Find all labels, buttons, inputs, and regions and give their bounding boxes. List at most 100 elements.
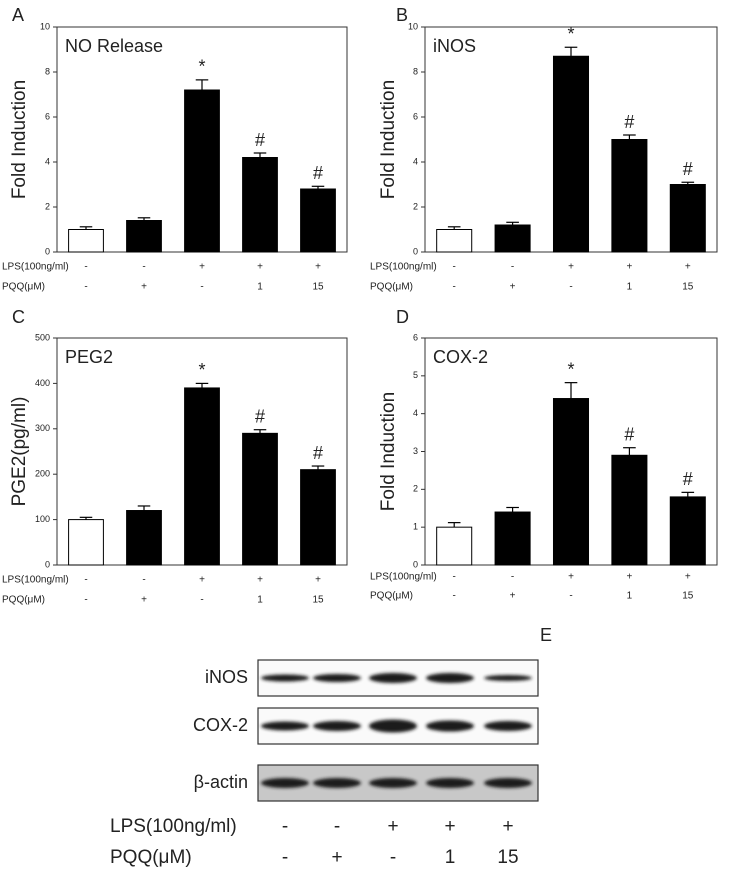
condition-value: 1 [257,282,263,293]
y-tick-label: 300 [35,423,50,433]
bar [436,526,473,566]
condition-value: - [200,595,203,606]
condition-value: + [387,816,398,837]
bar [68,519,104,566]
blot-band [369,673,417,683]
significance-mark: * [567,24,574,44]
chart-title: iNOS [433,36,476,56]
y-tick-label: 4 [45,156,50,166]
condition-value: + [315,575,321,586]
condition-value: - [282,816,288,837]
y-tick-label: 6 [413,111,418,121]
bar [669,496,706,566]
y-tick-label: 0 [45,559,50,569]
bar [494,224,531,253]
y-tick-label: 500 [35,332,50,342]
y-axis-label: Fold Induction [378,392,399,511]
y-axis-label: Fold Induction [378,80,399,199]
y-tick-label: 5 [413,370,418,380]
condition-value: - [569,282,572,293]
panel-label: D [396,307,409,327]
bar [552,55,590,253]
bar [669,184,706,253]
y-tick-label: 200 [35,469,50,479]
panel-label: B [396,5,408,25]
y-tick-label: 0 [45,246,50,256]
condition-value: + [510,282,516,293]
panel-label: C [12,307,25,327]
condition-value: + [257,575,263,586]
y-axis-label: PGE2(pg/ml) [9,397,30,507]
condition-value: + [199,575,205,586]
bar [436,229,473,253]
condition-value: 1 [627,591,633,602]
bar [68,229,104,253]
significance-mark: # [624,112,634,132]
condition-value: - [142,262,145,273]
condition-value: - [84,575,87,586]
y-tick-label: 400 [35,378,50,388]
condition-value: 15 [497,847,518,868]
condition-value: + [510,591,516,602]
condition-value: - [84,262,87,273]
significance-mark: # [683,159,693,179]
significance-mark: # [624,424,634,444]
condition-name: LPS(100ng/ml) [110,816,237,837]
condition-value: - [334,816,340,837]
chart-title: NO Release [65,36,163,56]
condition-value: 1 [257,595,263,606]
y-tick-label: 2 [413,201,418,211]
condition-value: - [453,262,456,273]
chart-title: COX-2 [433,347,488,367]
blot-band [313,674,361,682]
significance-mark: * [198,57,205,77]
condition-name: LPS(100ng/ml) [370,572,437,583]
y-tick-label: 8 [413,66,418,76]
bar [300,188,336,253]
significance-mark: * [567,359,574,379]
condition-value: + [141,595,147,606]
significance-mark: * [198,360,205,380]
y-tick-label: 4 [413,156,418,166]
y-tick-label: 10 [40,21,50,31]
condition-name: PQQ(μM) [2,282,45,293]
bar [494,511,531,566]
condition-value: 15 [682,282,694,293]
bar [242,157,278,253]
condition-value: - [511,572,514,583]
condition-value: + [685,262,691,273]
condition-name: LPS(100ng/ml) [370,262,437,273]
y-tick-label: 100 [35,514,50,524]
condition-name: LPS(100ng/ml) [2,262,69,273]
condition-value: - [453,282,456,293]
blot-band [369,719,417,733]
condition-value: 15 [312,595,324,606]
significance-mark: # [313,443,323,463]
y-tick-label: 2 [413,484,418,494]
condition-name: PQQ(μM) [370,282,413,293]
bar [126,510,162,566]
bar [552,398,590,566]
significance-mark: # [255,130,265,150]
condition-value: + [626,572,632,583]
condition-value: + [315,262,321,273]
significance-mark: # [683,469,693,489]
bar [611,454,648,566]
y-tick-label: 8 [45,66,50,76]
y-tick-label: 1 [413,522,418,532]
blot-band [369,778,417,788]
chart-title: PEG2 [65,347,113,367]
bar [611,139,648,253]
y-tick-label: 2 [45,201,50,211]
y-tick-label: 4 [413,408,418,418]
condition-value: + [568,572,574,583]
blot-band [484,778,532,788]
y-axis-label: Fold Induction [9,80,30,199]
condition-value: + [568,262,574,273]
blot-band [484,675,532,681]
significance-mark: # [255,406,265,426]
blot-band [426,720,474,732]
condition-value: - [282,847,288,868]
condition-value: - [84,282,87,293]
blot-band [261,674,309,682]
